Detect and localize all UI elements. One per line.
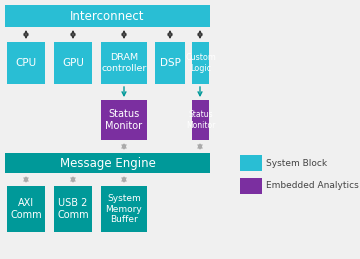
Bar (7, 42, 45, 84)
Text: DRAM
controller: DRAM controller (101, 53, 147, 73)
Text: System
Memory
Buffer: System Memory Buffer (105, 194, 142, 224)
Bar (54, 42, 92, 84)
Text: System Block: System Block (266, 159, 327, 168)
Text: Custom
Logic: Custom Logic (185, 53, 216, 73)
Bar (101, 100, 147, 140)
Text: Status
Monitor: Status Monitor (186, 110, 215, 130)
Text: GPU: GPU (62, 58, 84, 68)
Bar (240, 178, 262, 194)
Bar (5, 5, 210, 27)
Bar (240, 155, 262, 171)
Text: Message Engine: Message Engine (59, 156, 156, 169)
Text: AXI
Comm: AXI Comm (10, 198, 42, 220)
Bar (192, 100, 209, 140)
Bar (101, 42, 147, 84)
Text: Interconnect: Interconnect (70, 10, 145, 23)
Text: DSP: DSP (159, 58, 180, 68)
Text: Embedded Analytics IP: Embedded Analytics IP (266, 182, 360, 191)
Bar (54, 186, 92, 232)
Text: Status
Monitor: Status Monitor (105, 109, 143, 131)
Text: CPU: CPU (15, 58, 37, 68)
Bar (7, 186, 45, 232)
Bar (101, 186, 147, 232)
Text: USB 2
Comm: USB 2 Comm (57, 198, 89, 220)
Bar (155, 42, 185, 84)
Bar (5, 153, 210, 173)
Bar (192, 42, 209, 84)
